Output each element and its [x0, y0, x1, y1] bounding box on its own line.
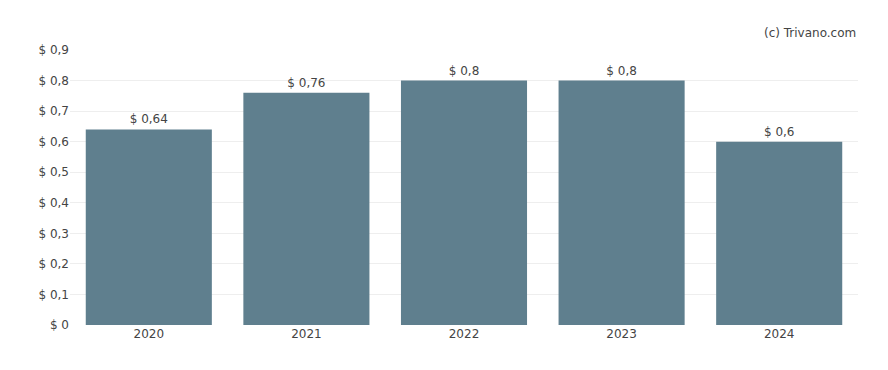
svg-text:$ 0,5: $ 0,5 [38, 165, 69, 179]
svg-text:$ 0,8: $ 0,8 [38, 74, 69, 88]
svg-text:$ 0,64: $ 0,64 [130, 112, 168, 126]
svg-text:$ 0,4: $ 0,4 [38, 196, 69, 210]
svg-text:2022: 2022 [449, 327, 480, 341]
svg-text:2023: 2023 [606, 327, 637, 341]
svg-text:$ 0,6: $ 0,6 [38, 135, 69, 149]
svg-text:$ 0,9: $ 0,9 [38, 43, 69, 57]
svg-text:$ 0,8: $ 0,8 [449, 64, 480, 78]
svg-text:$ 0,6: $ 0,6 [764, 125, 795, 139]
svg-text:2024: 2024 [764, 327, 795, 341]
svg-text:$ 0,3: $ 0,3 [38, 227, 69, 241]
svg-text:$ 0: $ 0 [50, 318, 69, 332]
svg-text:2021: 2021 [291, 327, 322, 341]
svg-text:$ 0,7: $ 0,7 [38, 104, 69, 118]
svg-text:$ 0,8: $ 0,8 [606, 64, 637, 78]
svg-text:$ 0,1: $ 0,1 [38, 288, 69, 302]
svg-text:$ 0,76: $ 0,76 [287, 76, 325, 90]
svg-text:$ 0,2: $ 0,2 [38, 257, 69, 271]
svg-text:2020: 2020 [134, 327, 165, 341]
svg-text:(c) Trivano.com: (c) Trivano.com [764, 26, 856, 40]
